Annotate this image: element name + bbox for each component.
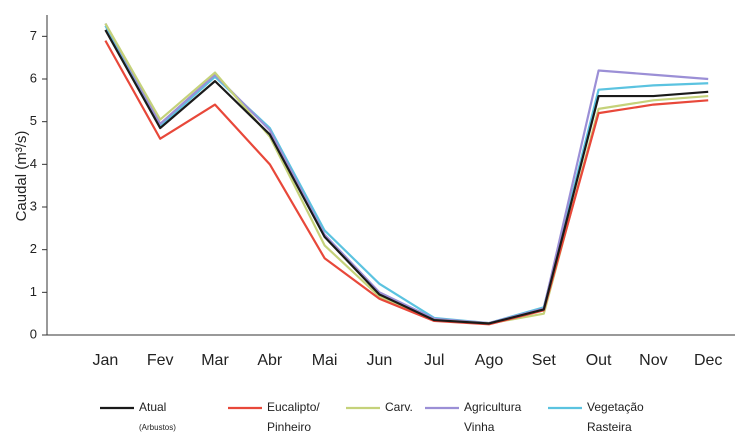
- legend-line: (Arbustos): [139, 423, 176, 432]
- x-tick-label: Jul: [424, 352, 444, 369]
- legend-line: Pinheiro: [267, 420, 311, 434]
- legend-label: Agricultura Vinha: [464, 400, 522, 434]
- x-tick-label: Fev: [147, 352, 174, 369]
- y-tick-label: 2: [30, 241, 37, 256]
- y-tick-label: 6: [30, 70, 37, 85]
- legend-label: Carv.: [385, 400, 413, 414]
- legend-line: Eucalipto/: [267, 400, 320, 414]
- y-tick-label: 4: [30, 156, 37, 171]
- series-line: [104, 29, 709, 325]
- y-tick-label: 5: [30, 113, 37, 128]
- series-line: [104, 40, 709, 326]
- series-line: [104, 22, 709, 325]
- x-tick-label: Mar: [201, 352, 229, 369]
- legend-label: Vegetação Rasteira: [587, 400, 644, 434]
- x-tick-label: Ago: [475, 352, 504, 369]
- series-line: [104, 23, 709, 325]
- legend-line: Rasteira: [587, 420, 632, 434]
- legend-line: Vegetação: [587, 400, 644, 414]
- x-tick-label: Out: [586, 352, 612, 369]
- x-tick-label: Jun: [367, 352, 393, 369]
- y-tick-label: 3: [30, 198, 37, 213]
- legend-label: Eucalipto/Pinheiro: [267, 400, 320, 434]
- y-axis-label: Caudal (m³/s): [13, 131, 30, 222]
- x-tick-label: Set: [532, 352, 557, 369]
- x-tick-label: Abr: [257, 352, 283, 369]
- x-tick-label: Nov: [639, 352, 667, 369]
- x-tick-label: Mai: [312, 352, 338, 369]
- legend-line: Vinha: [464, 420, 495, 434]
- legend-line: Atual: [139, 400, 166, 414]
- x-tick-label: Dec: [694, 352, 722, 369]
- series-line: [104, 25, 709, 325]
- y-tick-label: 7: [30, 28, 37, 43]
- y-tick-label: 0: [30, 326, 37, 341]
- x-tick-label: Jan: [93, 352, 119, 369]
- y-tick-label: 1: [30, 284, 37, 299]
- legend-label: Atual (Arbustos): [139, 400, 176, 432]
- legend-line: Agricultura: [464, 400, 522, 414]
